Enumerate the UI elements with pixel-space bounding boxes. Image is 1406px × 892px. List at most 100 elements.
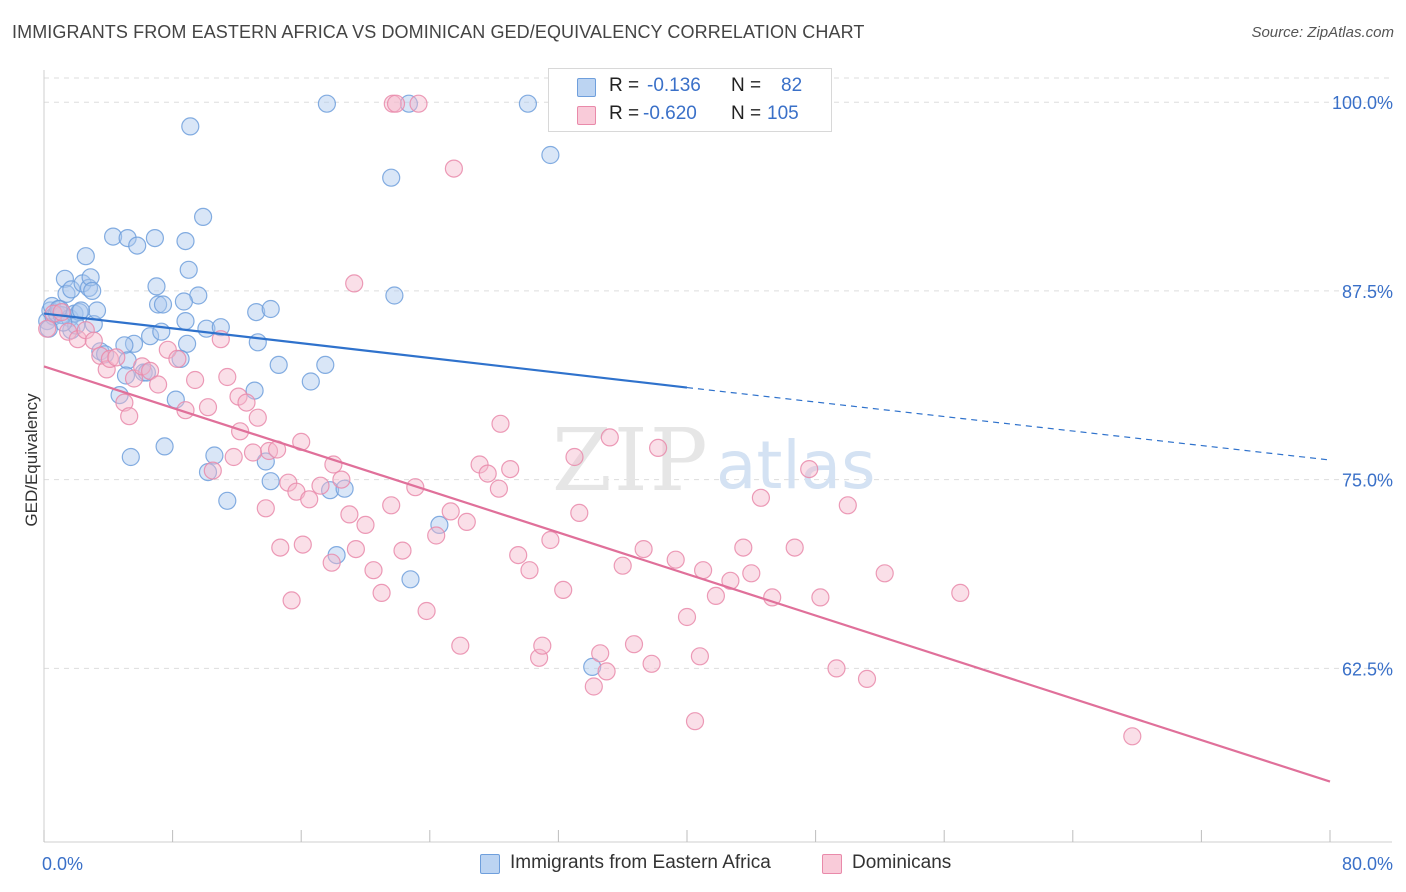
data-point (300, 490, 319, 509)
data-point (321, 481, 340, 500)
data-point (385, 286, 404, 305)
data-point (570, 503, 589, 523)
data-point (857, 669, 877, 689)
data-point (198, 398, 218, 417)
data-point (838, 496, 857, 515)
data-point (533, 636, 552, 655)
data-point (168, 349, 187, 368)
n-label: N = (731, 103, 762, 124)
data-point (393, 541, 412, 560)
data-point (721, 571, 740, 590)
data-point (178, 334, 197, 353)
data-point (155, 437, 174, 456)
data-point (690, 647, 710, 666)
data-point (87, 301, 107, 320)
data-point (121, 447, 140, 467)
data-point (261, 472, 280, 491)
data-point (97, 360, 116, 379)
watermark-atlas: atlas (716, 427, 876, 504)
data-point (153, 295, 173, 314)
data-point (382, 168, 401, 187)
data-point (345, 274, 364, 293)
y-tick-label: 75.0% (1342, 471, 1393, 491)
data-point (76, 247, 95, 266)
data-point (685, 712, 705, 731)
data-point (427, 526, 446, 545)
data-point (634, 539, 653, 559)
data-point (38, 319, 57, 338)
data-point (430, 515, 449, 535)
data-point (489, 479, 508, 498)
x-tick-label: 80.0% (1342, 854, 1393, 874)
data-point (141, 327, 160, 346)
data-point (149, 375, 168, 394)
data-point (491, 414, 510, 433)
data-point (583, 657, 602, 677)
r-label: R = (609, 75, 640, 96)
data-point (734, 538, 753, 557)
data-point (311, 476, 330, 495)
trend-line-dominicans (43, 365, 1331, 783)
data-point (785, 538, 804, 557)
data-point (145, 229, 164, 248)
data-point (194, 207, 213, 226)
data-point (81, 268, 100, 287)
series-eastern-africa-points (38, 94, 602, 677)
data-point (91, 342, 110, 361)
data-point (600, 428, 619, 447)
data-point (149, 295, 168, 314)
data-point (293, 535, 312, 554)
stats-row-eastern-africa: R = -0.136 N = 82 (549, 73, 831, 101)
data-point (666, 550, 685, 569)
data-point (261, 299, 280, 319)
data-point (256, 452, 275, 471)
data-point (205, 446, 224, 465)
source-credit: Source: ZipAtlas.com (1251, 24, 1394, 41)
legend-swatch-blue (480, 854, 500, 874)
data-point (124, 334, 144, 353)
data-point (417, 601, 436, 621)
n-value: 105 (767, 103, 799, 124)
data-point (141, 361, 160, 380)
data-point (346, 539, 365, 559)
data-point (218, 367, 237, 387)
data-point (444, 159, 463, 178)
data-point (248, 333, 267, 352)
data-point (118, 229, 137, 248)
data-point (120, 407, 139, 426)
data-point (301, 372, 320, 391)
data-point (1123, 727, 1142, 746)
data-point (827, 659, 846, 678)
data-point (322, 553, 341, 572)
data-point (706, 586, 726, 606)
trend-lines (43, 312, 1331, 783)
data-point (256, 499, 275, 518)
data-point (520, 561, 539, 580)
data-point (243, 443, 263, 462)
n-value: 82 (781, 75, 803, 96)
data-point (509, 545, 528, 565)
data-point (541, 145, 560, 165)
data-point (271, 538, 290, 557)
data-point (103, 227, 123, 246)
data-point (399, 94, 418, 113)
data-point (554, 580, 573, 600)
data-point (174, 292, 193, 311)
data-point (763, 588, 782, 607)
data-point (237, 393, 256, 412)
data-point (52, 303, 71, 322)
series-dominicans-points (38, 94, 1142, 746)
data-point (364, 561, 383, 580)
data-point (951, 583, 970, 603)
data-point (565, 447, 584, 467)
data-point (356, 515, 375, 535)
data-point (84, 331, 103, 350)
legend-label: Dominicans (852, 852, 952, 873)
data-point (591, 644, 610, 663)
tick-labels: 100.0% 87.5% 75.0% 62.5% 0.0% 80.0% (42, 93, 1393, 874)
trend-line-eastern-africa-extension (686, 386, 1331, 461)
data-point (478, 464, 497, 483)
data-point (71, 301, 91, 320)
data-point (372, 583, 391, 603)
data-point (247, 303, 266, 322)
